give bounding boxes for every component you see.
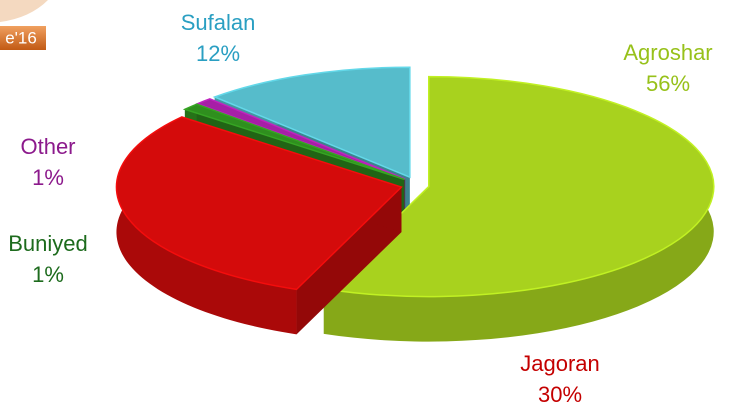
- badge-box: [0, 26, 46, 50]
- slice-top: [182, 103, 405, 181]
- slice-value-label: 1%: [32, 262, 64, 287]
- slice-top: [212, 66, 411, 179]
- slice-top: [115, 116, 403, 291]
- slice-value-label: 56%: [646, 71, 690, 96]
- slice-label: Buniyed: [8, 231, 88, 256]
- slice-label: Sufalan: [181, 10, 256, 35]
- slice-side: [296, 187, 402, 335]
- badge: e'16: [0, 0, 48, 50]
- slice: [115, 116, 403, 335]
- slice-label: Agroshar: [623, 40, 712, 65]
- badge-text: e'16: [5, 28, 37, 47]
- slice: [322, 75, 715, 342]
- slice-label: Other: [20, 134, 75, 159]
- slice-value-label: 12%: [196, 41, 240, 66]
- slice-label: Jagoran: [520, 351, 600, 376]
- slice-top: [322, 75, 715, 298]
- slice-value-label: 1%: [32, 165, 64, 190]
- slice-value-label: 30%: [538, 382, 582, 407]
- badge-decor: [0, 0, 48, 22]
